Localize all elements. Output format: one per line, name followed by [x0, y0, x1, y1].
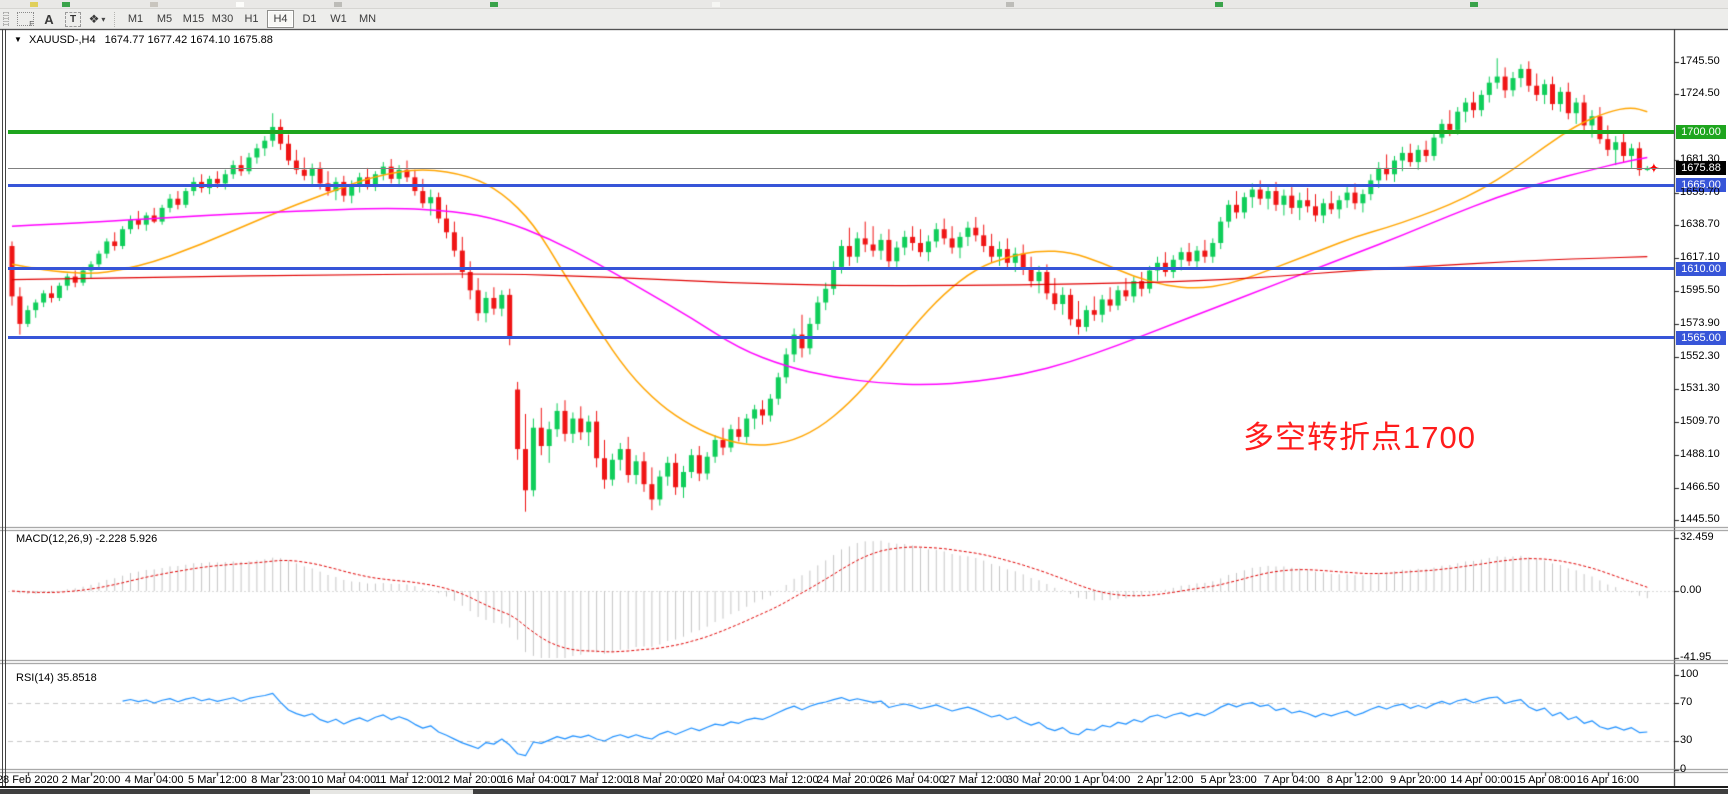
window-edge-line	[2, 29, 3, 787]
price-axis-tick-label: 1638.70	[1680, 218, 1720, 231]
hline-1565.00[interactable]	[8, 336, 1674, 340]
macd-axis-tick-label: 0.00	[1680, 584, 1702, 596]
time-axis-label: 14 Apr 00:00	[1450, 774, 1513, 786]
rsi-indicator-label: RSI(14) 35.8518	[16, 672, 97, 684]
time-axis-label: 16 Apr 16:00	[1576, 774, 1639, 786]
price-axis-tick-label: 1552.30	[1680, 350, 1720, 362]
price-axis-tick-label: 1659.70	[1680, 186, 1720, 199]
symbol-period-label: XAUUSD-,H4	[28, 34, 96, 46]
time-axis-label: 2 Mar 20:00	[61, 774, 121, 786]
price-level-badge: 1700.00	[1676, 124, 1726, 139]
macd-axis-tick-label: 32.459	[1680, 531, 1714, 544]
time-axis-label: 23 Mar 12:00	[753, 774, 819, 786]
price-axis-tick-label: 1724.50	[1680, 87, 1720, 100]
window-edge-line	[5, 29, 6, 787]
time-axis-label: 18 Mar 20:00	[627, 774, 693, 786]
window-bottom-border	[0, 786, 1728, 788]
current-price-badge: 1675.88	[1676, 161, 1726, 176]
macd-indicator-label: MACD(12,26,9) -2.228 5.926	[16, 533, 158, 545]
price-level-badge: 1665.00	[1676, 178, 1726, 192]
time-axis-label: 10 Mar 04:00	[311, 774, 377, 786]
price-axis-tick-label: 1445.50	[1680, 513, 1720, 526]
price-level-badge: 1610.00	[1676, 261, 1726, 276]
price-arrow-marker[interactable]: ✦	[1648, 160, 1660, 176]
time-axis-label: 8 Apr 12:00	[1326, 774, 1384, 786]
time-axis-label: 5 Mar 12:00	[188, 774, 247, 786]
time-axis-label: 15 Apr 08:00	[1513, 774, 1576, 786]
time-axis-label: 20 Mar 04:00	[690, 774, 756, 786]
chart-text-annotation[interactable]: 多空转折点1700	[1243, 420, 1476, 455]
price-axis-tick-label: 1531.30	[1680, 382, 1720, 395]
ohlc-values: 1674.77 1677.42 1674.10 1675.88	[104, 34, 273, 46]
bottom-tab-strip	[473, 789, 1728, 794]
rsi-axis-tick-label: 30	[1680, 734, 1693, 746]
rsi-axis-tick-label: 70	[1680, 696, 1693, 708]
time-axis-label: 4 Mar 04:00	[124, 774, 184, 786]
hline-1665.00[interactable]	[8, 183, 1674, 187]
price-axis-tick-label: 1595.50	[1680, 284, 1720, 297]
time-axis-label: 26 Mar 04:00	[880, 774, 946, 786]
hline-1610.00[interactable]	[8, 267, 1674, 271]
time-axis-label: 16 Mar 04:00	[500, 774, 566, 786]
time-axis-label: 8 Mar 23:00	[251, 774, 310, 786]
price-axis-tick-label: 1509.70	[1680, 415, 1720, 428]
price-axis-tick-label: 1488.10	[1680, 448, 1720, 460]
time-axis-label: 2 Apr 12:00	[1137, 774, 1194, 786]
current-price-line	[8, 168, 1674, 170]
time-axis-label: 24 Mar 20:00	[816, 774, 882, 786]
macd-axis-tick-label: -41.95	[1680, 651, 1712, 663]
time-axis-label: 5 Apr 23:00	[1200, 774, 1257, 786]
time-axis-label: 1 Apr 04:00	[1074, 774, 1131, 786]
time-axis-label: 17 Mar 12:00	[564, 774, 630, 786]
rsi-axis-tick-label: 0	[1680, 762, 1687, 775]
time-axis-label: 9 Apr 20:00	[1390, 774, 1447, 786]
time-axis-label: 12 Mar 20:00	[437, 774, 503, 786]
rsi-axis-tick-label: 100	[1680, 667, 1699, 680]
price-axis-tick-label: 1573.90	[1680, 317, 1720, 329]
time-axis-label: 11 Mar 12:00	[374, 774, 440, 786]
price-axis-tick-label: 1466.50	[1680, 481, 1720, 493]
bottom-tab-strip	[0, 789, 310, 794]
price-axis-tick-label: 1617.10	[1680, 251, 1720, 264]
price-axis-tick-label: 1681.30	[1680, 153, 1720, 166]
collapse-triangle-icon[interactable]: ▼	[14, 35, 22, 44]
time-axis-label: 28 Feb 2020	[0, 774, 59, 786]
chart-tab-notch[interactable]	[310, 789, 473, 794]
price-level-badge: 1565.00	[1676, 330, 1726, 345]
time-axis-label: 7 Apr 04:00	[1263, 774, 1320, 786]
time-axis-label: 27 Mar 12:00	[943, 774, 1009, 786]
time-axis-label: 30 Mar 20:00	[1006, 774, 1072, 786]
price-axis-tick-label: 1745.50	[1680, 55, 1720, 68]
chart-title: ▼ XAUUSD-,H4 1674.77 1677.42 1674.10 167…	[14, 34, 273, 46]
hline-1700.00[interactable]	[8, 129, 1674, 134]
